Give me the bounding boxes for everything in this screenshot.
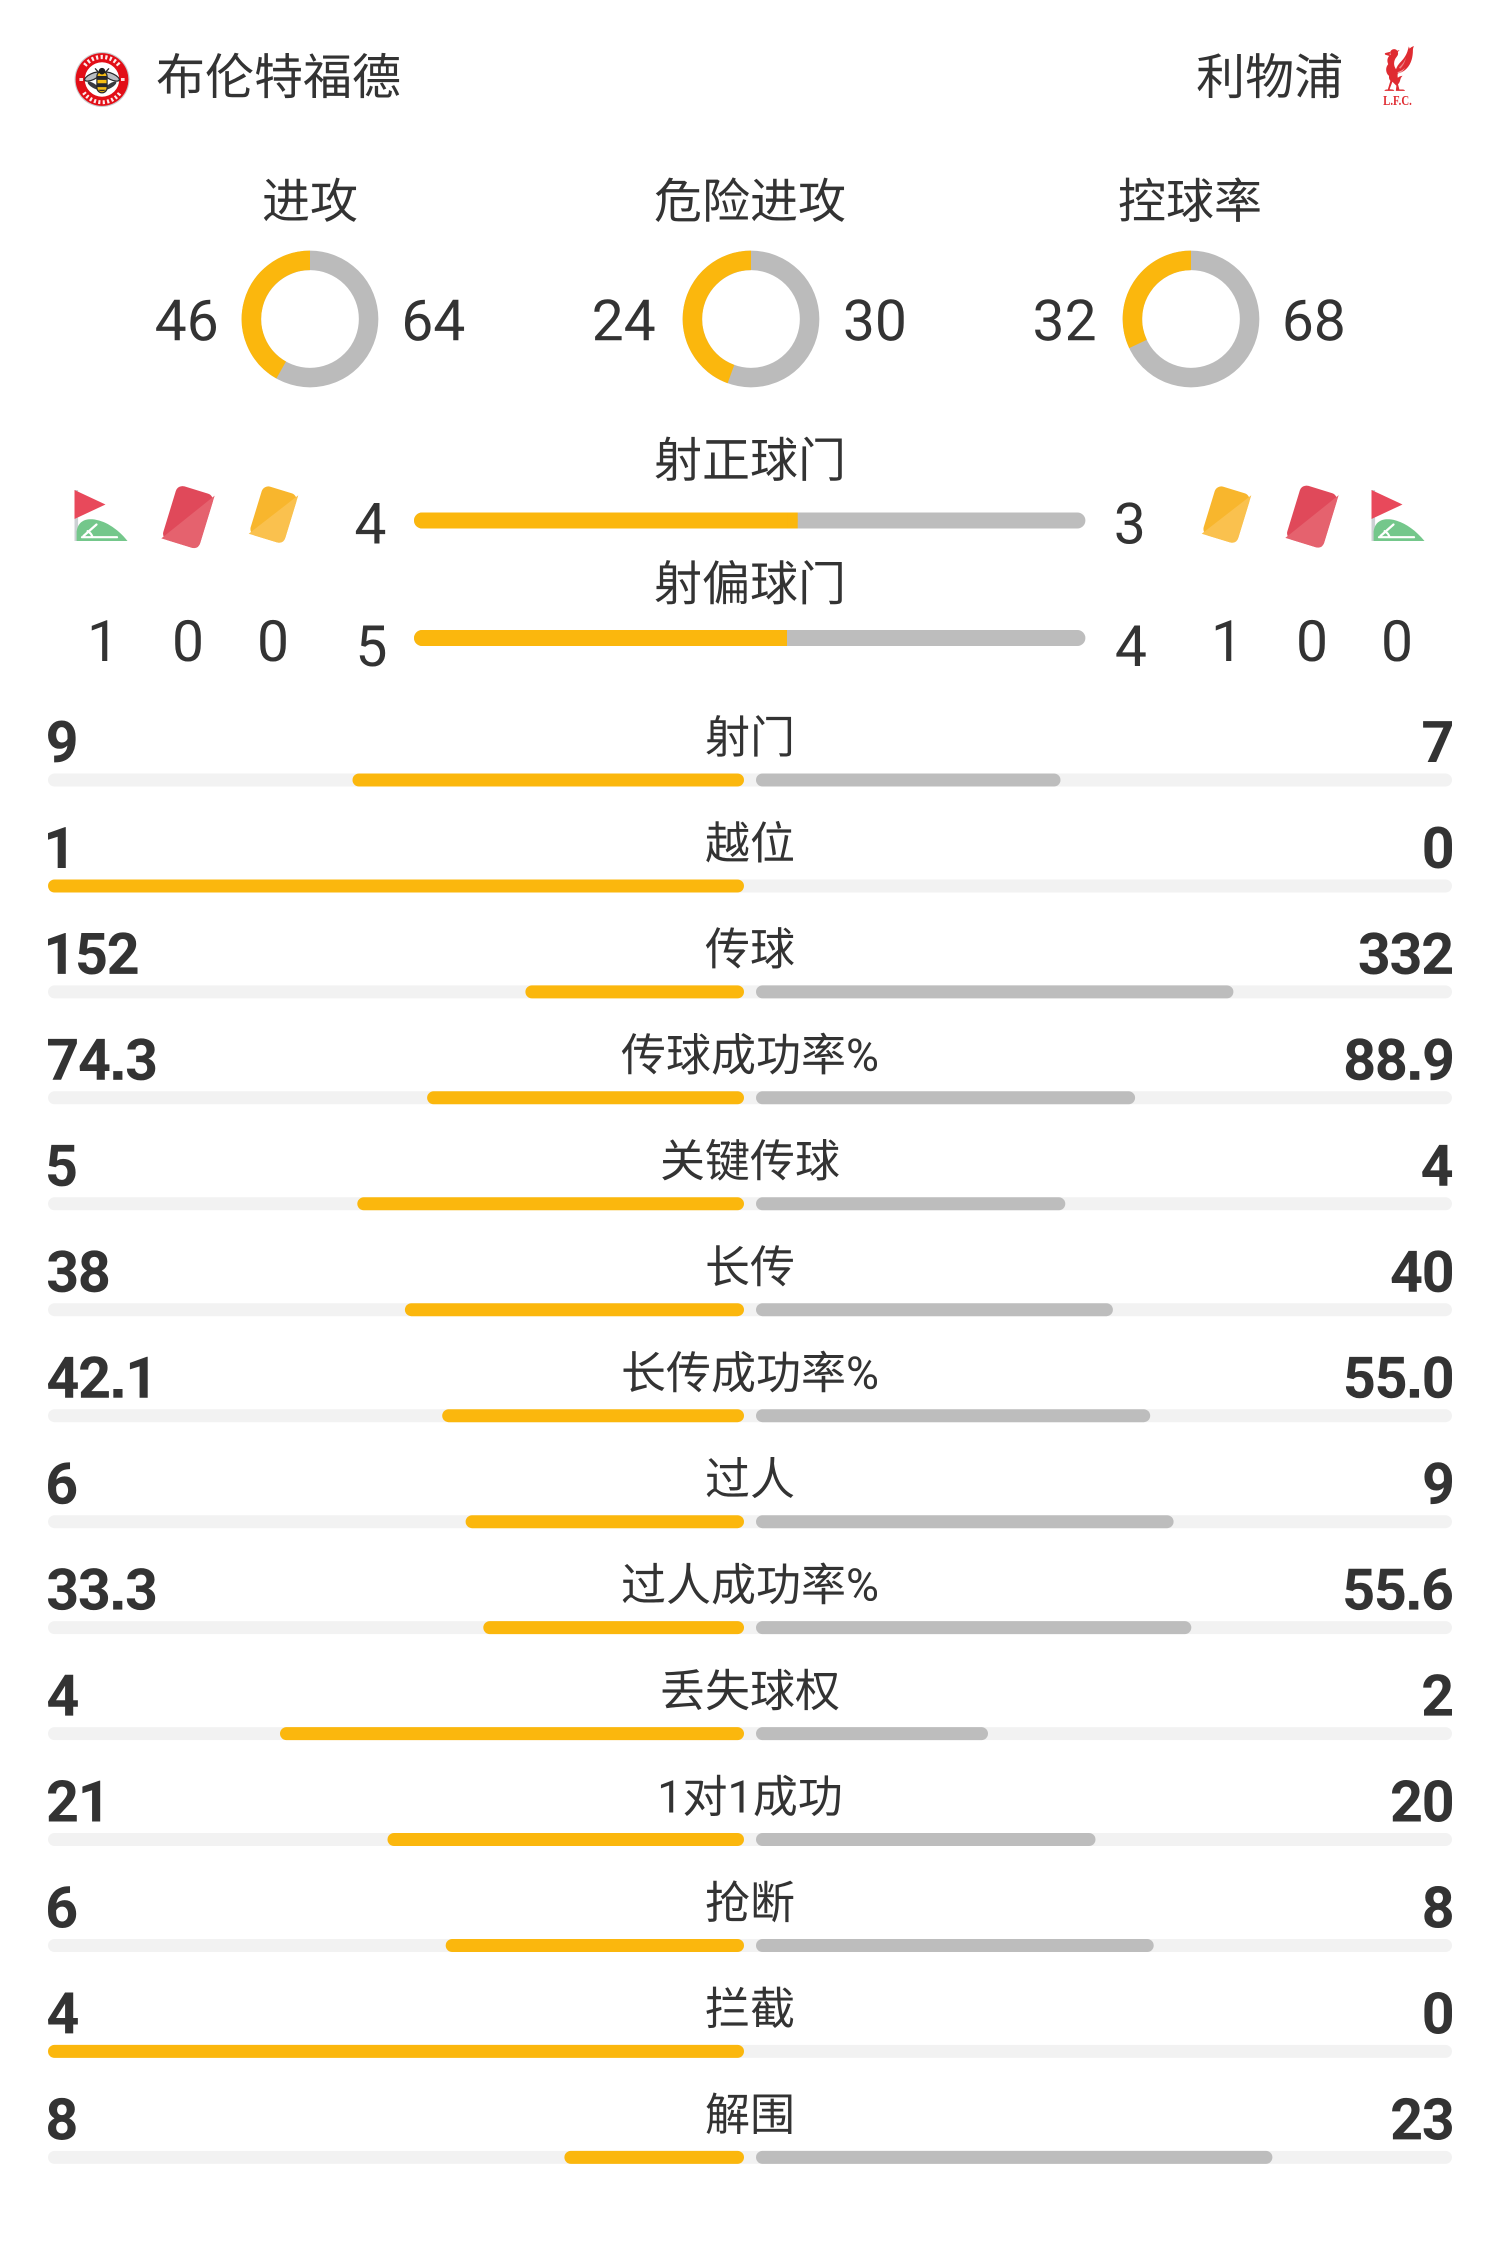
- svg-text:L.F.C.: L.F.C.: [1383, 93, 1412, 109]
